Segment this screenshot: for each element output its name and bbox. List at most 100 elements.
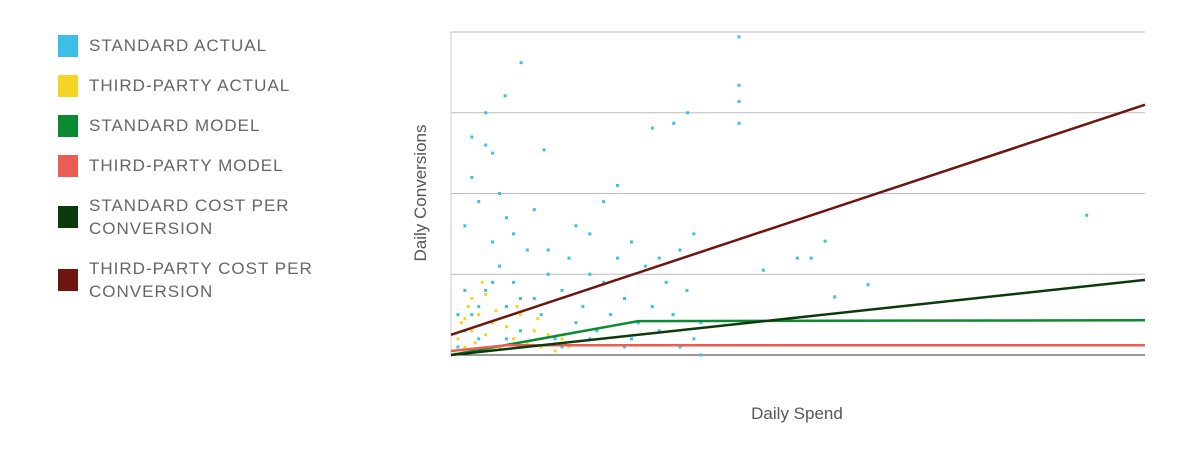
scatter-point	[574, 321, 578, 325]
scatter-point	[480, 280, 484, 284]
scatter-point	[636, 321, 640, 325]
scatter-point	[532, 329, 536, 333]
scatter-point	[518, 296, 522, 300]
scatter-point	[484, 288, 488, 292]
legend-swatch	[58, 74, 78, 97]
scatter-point	[678, 248, 682, 252]
scatter-point	[463, 288, 467, 292]
legend-label: THIRD-PARTY MODEL	[89, 156, 284, 175]
legend: STANDARD ACTUAL THIRD-PARTY ACTUAL STANDAR…	[58, 34, 358, 320]
scatter-point	[473, 341, 477, 345]
legend-item: THIRD-PARTY COST PER CONVERSION	[58, 257, 358, 303]
scatter-point	[623, 345, 626, 349]
legend-item: THIRD-PARTY ACTUAL	[58, 74, 358, 97]
scatter-point	[463, 345, 467, 349]
legend-swatch	[58, 154, 78, 177]
legend-swatch	[58, 269, 78, 291]
scatter-point	[505, 325, 509, 329]
scatter-point	[491, 280, 495, 284]
scatter-point	[560, 337, 564, 341]
scatter-point	[574, 224, 578, 228]
legend-item: STANDARD COST PER CONVERSION	[58, 194, 358, 240]
scatter-point	[491, 321, 495, 325]
scatter-point	[525, 248, 529, 252]
scatter-point	[505, 216, 509, 220]
scatter-point	[795, 256, 799, 260]
scatter-point	[616, 256, 620, 260]
scatter-point	[539, 345, 543, 349]
scatter-point	[498, 264, 502, 268]
scatter-point	[699, 353, 703, 357]
scatter-point	[477, 200, 481, 204]
y-axis-title: Daily Conversions	[411, 125, 430, 262]
scatter-point	[650, 305, 654, 309]
scatter-point	[629, 337, 633, 341]
scatter-point	[602, 280, 606, 284]
scatter-point	[657, 329, 661, 333]
scatter-point	[525, 341, 529, 345]
scatter-point	[678, 345, 682, 349]
scatter-point	[466, 305, 470, 309]
scatter-point	[560, 345, 564, 349]
scatter-point	[560, 288, 564, 292]
scatter-point	[685, 288, 689, 292]
scatter-point	[532, 208, 536, 212]
scatter-point	[511, 337, 515, 341]
legend-label: STANDARD MODEL	[89, 116, 261, 135]
legend-swatch	[58, 34, 78, 57]
scatter-point	[823, 239, 827, 243]
scatter-point	[588, 272, 592, 276]
scatter-point	[588, 232, 592, 236]
legend-swatch	[58, 206, 78, 228]
model-line	[450, 103, 1146, 336]
scatter-point	[643, 264, 647, 268]
scatter-point	[602, 200, 606, 204]
scatter-point	[809, 256, 813, 260]
scatter-point	[761, 268, 765, 272]
x-axis-title: Daily Spend	[751, 404, 843, 423]
scatter-point	[519, 61, 523, 65]
scatter-point	[737, 35, 741, 39]
scatter-point	[456, 337, 460, 341]
scatter-point	[553, 349, 557, 353]
scatter-point	[491, 240, 495, 244]
scatter-point	[494, 309, 498, 313]
scatter-point	[567, 345, 571, 349]
scatter-point	[484, 143, 488, 147]
scatter-point	[470, 135, 474, 139]
scatter-point	[737, 99, 741, 103]
scatter-point	[686, 111, 690, 115]
scatter-point	[470, 329, 474, 333]
scatter-point	[542, 148, 546, 152]
scatter-point	[657, 256, 661, 260]
legend-label: THIRD-PARTY ACTUAL	[89, 76, 291, 95]
scatter-point	[595, 329, 599, 333]
legend-label: STANDARD ACTUAL	[89, 36, 268, 55]
scatter-point	[484, 333, 488, 337]
scatter-point	[616, 183, 620, 187]
scatter-point	[484, 111, 488, 115]
scatter-point	[672, 121, 676, 125]
scatter-point	[456, 345, 460, 349]
legend-label: THIRD-PARTY COST PER CONVERSION	[89, 259, 313, 301]
scatter-point	[470, 296, 474, 300]
scatter-point	[546, 333, 550, 337]
scatter-point	[692, 232, 696, 236]
scatter-point	[692, 337, 696, 341]
scatter-point	[505, 337, 509, 341]
scatter-point	[511, 232, 515, 236]
scatter-point	[833, 295, 837, 299]
scatter-point	[511, 280, 515, 284]
scatter-point	[463, 317, 467, 321]
scatter-point	[664, 280, 668, 284]
scatter-point	[518, 329, 522, 333]
scatter-point	[567, 256, 571, 260]
scatter-point	[546, 248, 550, 252]
scatter-point	[515, 305, 519, 309]
scatter-point	[609, 313, 613, 317]
scatter-point	[629, 240, 633, 244]
scatter-point	[650, 126, 654, 130]
scatter-point	[546, 272, 550, 276]
scatter-point	[623, 296, 626, 300]
scatter-point	[463, 224, 467, 228]
